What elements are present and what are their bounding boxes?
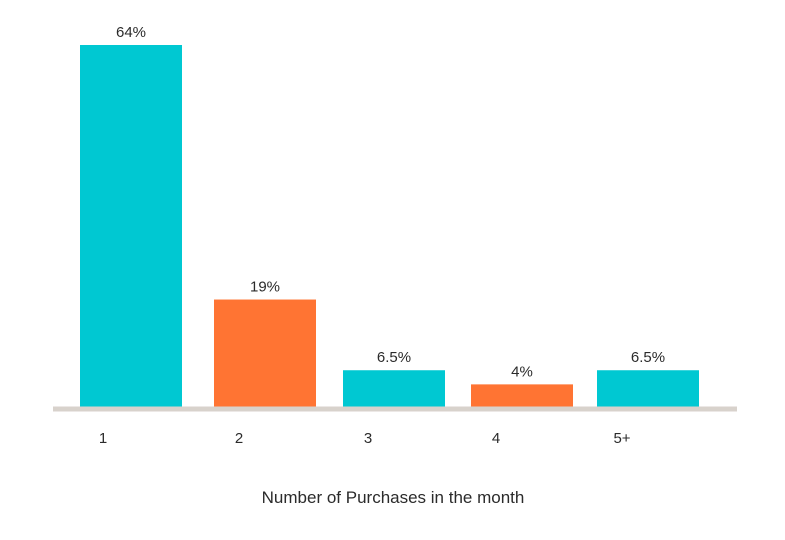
data-label-2: 6.5% bbox=[377, 349, 411, 366]
x-tick-label-1: 2 bbox=[235, 430, 243, 447]
x-tick-labels-group: 1 2 3 4 5+ bbox=[99, 430, 631, 447]
bars-group bbox=[80, 45, 699, 407]
bar-3 bbox=[471, 384, 573, 407]
bar-0 bbox=[80, 45, 182, 407]
bar-4 bbox=[597, 370, 699, 407]
data-label-1: 19% bbox=[250, 279, 280, 296]
data-label-3: 4% bbox=[511, 363, 533, 380]
x-axis-title: Number of Purchases in the month bbox=[262, 488, 525, 507]
x-tick-label-0: 1 bbox=[99, 430, 107, 447]
bar-2 bbox=[343, 370, 445, 407]
x-tick-label-3: 4 bbox=[492, 430, 500, 447]
x-tick-label-4: 5+ bbox=[613, 430, 630, 447]
data-label-4: 6.5% bbox=[631, 349, 665, 366]
bar-1 bbox=[214, 299, 316, 407]
data-labels-group: 64% 19% 6.5% 4% 6.5% bbox=[116, 24, 665, 380]
x-tick-label-2: 3 bbox=[364, 430, 372, 447]
data-label-0: 64% bbox=[116, 24, 146, 41]
